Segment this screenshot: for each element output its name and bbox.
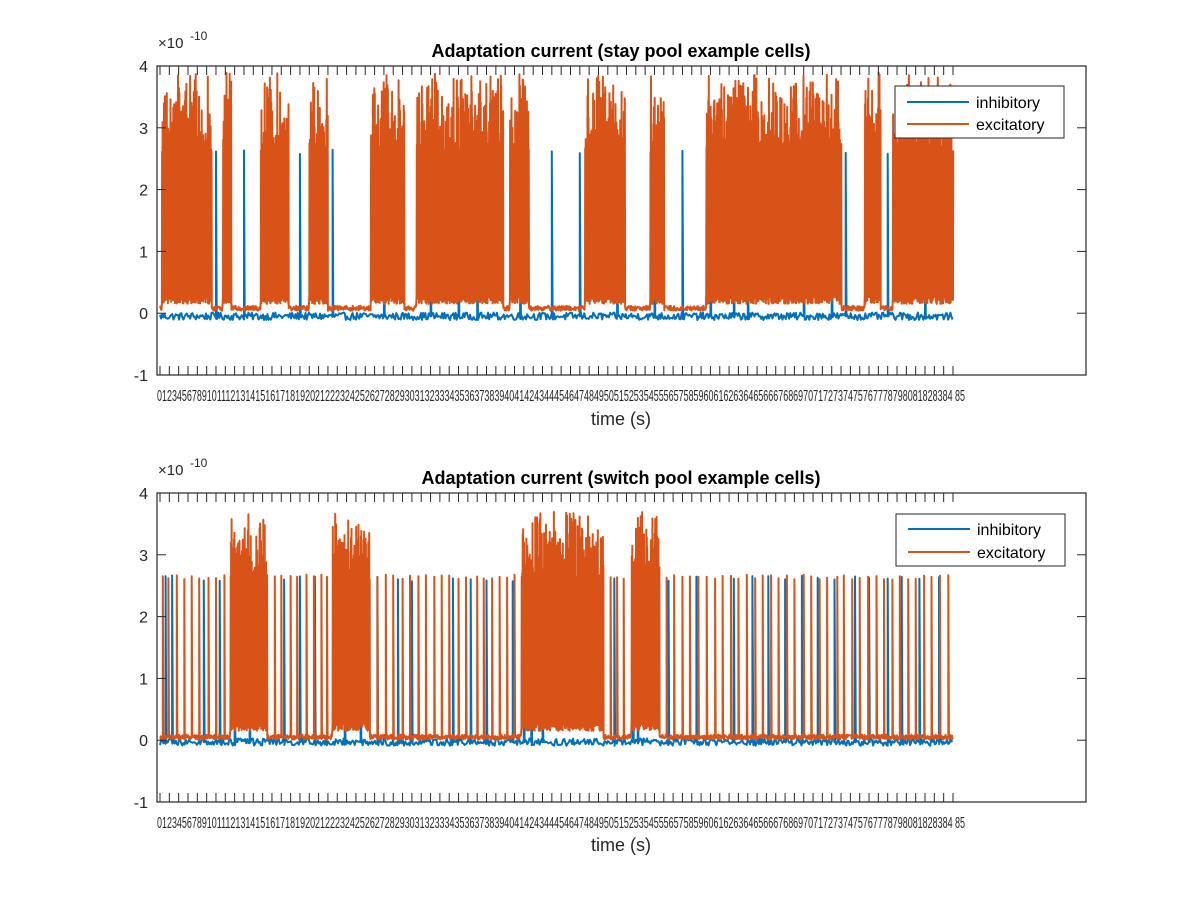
y-tick-label: -1 — [134, 795, 148, 812]
x-ticks — [159, 493, 954, 802]
y-tick-label: 2 — [139, 610, 148, 627]
legend: inhibitory excitatory — [894, 85, 1065, 139]
y-tick-label: 0 — [139, 733, 148, 750]
axes-frame — [156, 492, 1087, 803]
x-axis-label: time (s) — [591, 835, 651, 855]
y-exponent-base: ×10 — [158, 35, 183, 52]
series-inhibitory-line — [159, 574, 954, 747]
y-tick-label: 2 — [139, 183, 148, 200]
x-tick-label-run: 0123456789101112131415161718192021222324… — [157, 815, 965, 832]
legend-label-excitatory: excitatory — [977, 545, 1045, 562]
legend: inhibitory excitatory — [895, 513, 1066, 567]
legend-box — [894, 85, 1065, 139]
y-tick-label: 1 — [139, 244, 148, 261]
y-exponent-power: -10 — [190, 456, 208, 470]
y-exponent-base: ×10 — [158, 462, 183, 479]
series-excitatory-line — [159, 71, 955, 312]
chart-title: Adaptation current (switch pool example … — [421, 468, 820, 488]
x-ticks — [159, 66, 954, 375]
y-ticks: -1 0 1 2 3 4 — [134, 59, 1086, 385]
series-excitatory-line — [159, 511, 954, 741]
legend-label-inhibitory: inhibitory — [976, 95, 1040, 112]
series-inhibitory-line — [159, 148, 954, 321]
axes-frame — [156, 65, 1087, 376]
y-tick-label: 3 — [139, 548, 148, 565]
legend-label-excitatory: excitatory — [976, 117, 1044, 134]
series-layer — [159, 511, 954, 747]
chart-title: Adaptation current (stay pool example ce… — [431, 41, 810, 61]
y-tick-label: 4 — [139, 486, 148, 503]
y-tick-label: -1 — [134, 368, 148, 385]
x-tick-label-run: 0123456789101112131415161718192021222324… — [157, 388, 965, 405]
y-exponent-power: -10 — [190, 29, 208, 43]
y-tick-label: 1 — [139, 671, 148, 688]
y-tick-label: 0 — [139, 306, 148, 323]
y-ticks: -1 0 1 2 3 4 — [134, 486, 1086, 812]
legend-box — [895, 513, 1066, 567]
legend-label-inhibitory: inhibitory — [977, 522, 1041, 539]
y-tick-label: 4 — [139, 59, 148, 76]
y-tick-label: 3 — [139, 121, 148, 138]
series-layer — [159, 71, 955, 321]
x-axis-label: time (s) — [591, 409, 651, 429]
